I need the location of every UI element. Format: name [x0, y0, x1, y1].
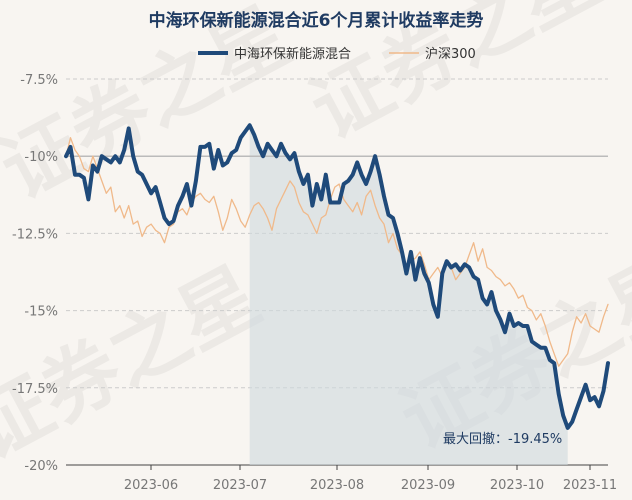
x-tick-label: 2023-10	[490, 478, 544, 493]
x-tick-label: 2023-11	[563, 478, 617, 493]
y-tick-label: -17.5%	[12, 382, 58, 397]
legend-label-index: 沪深300	[425, 46, 476, 62]
y-tick-label: -10%	[24, 150, 58, 165]
x-tick-label: 2023-08	[310, 478, 364, 493]
y-tick-label: -20%	[24, 459, 58, 474]
max-drawdown-label: 最大回撤：-19.45%	[443, 431, 562, 447]
y-axis: -7.5% -10% -12.5% -15% -17.5% -20%	[12, 73, 58, 474]
watermark-text: 证券之星	[0, 251, 274, 477]
chart-title: 中海环保新能源混合近6个月累计收益率走势	[149, 10, 484, 31]
legend-label-fund: 中海环保新能源混合	[234, 46, 351, 62]
x-tick-label: 2023-06	[124, 478, 178, 493]
y-tick-label: -15%	[24, 305, 58, 320]
index-series-line	[65, 137, 609, 367]
x-tick-label: 2023-07	[213, 478, 267, 493]
legend: 中海环保新能源混合 沪深300	[198, 46, 476, 62]
drawdown-area	[249, 125, 568, 465]
y-tick-label: -12.5%	[12, 227, 58, 242]
plot-area	[64, 123, 610, 465]
x-axis: 2023-06 2023-07 2023-08 2023-09 2023-10 2023-…	[124, 465, 617, 493]
fund-series-line	[64, 123, 610, 430]
x-tick-label: 2023-09	[401, 478, 455, 493]
y-tick-label: -7.5%	[20, 73, 58, 88]
